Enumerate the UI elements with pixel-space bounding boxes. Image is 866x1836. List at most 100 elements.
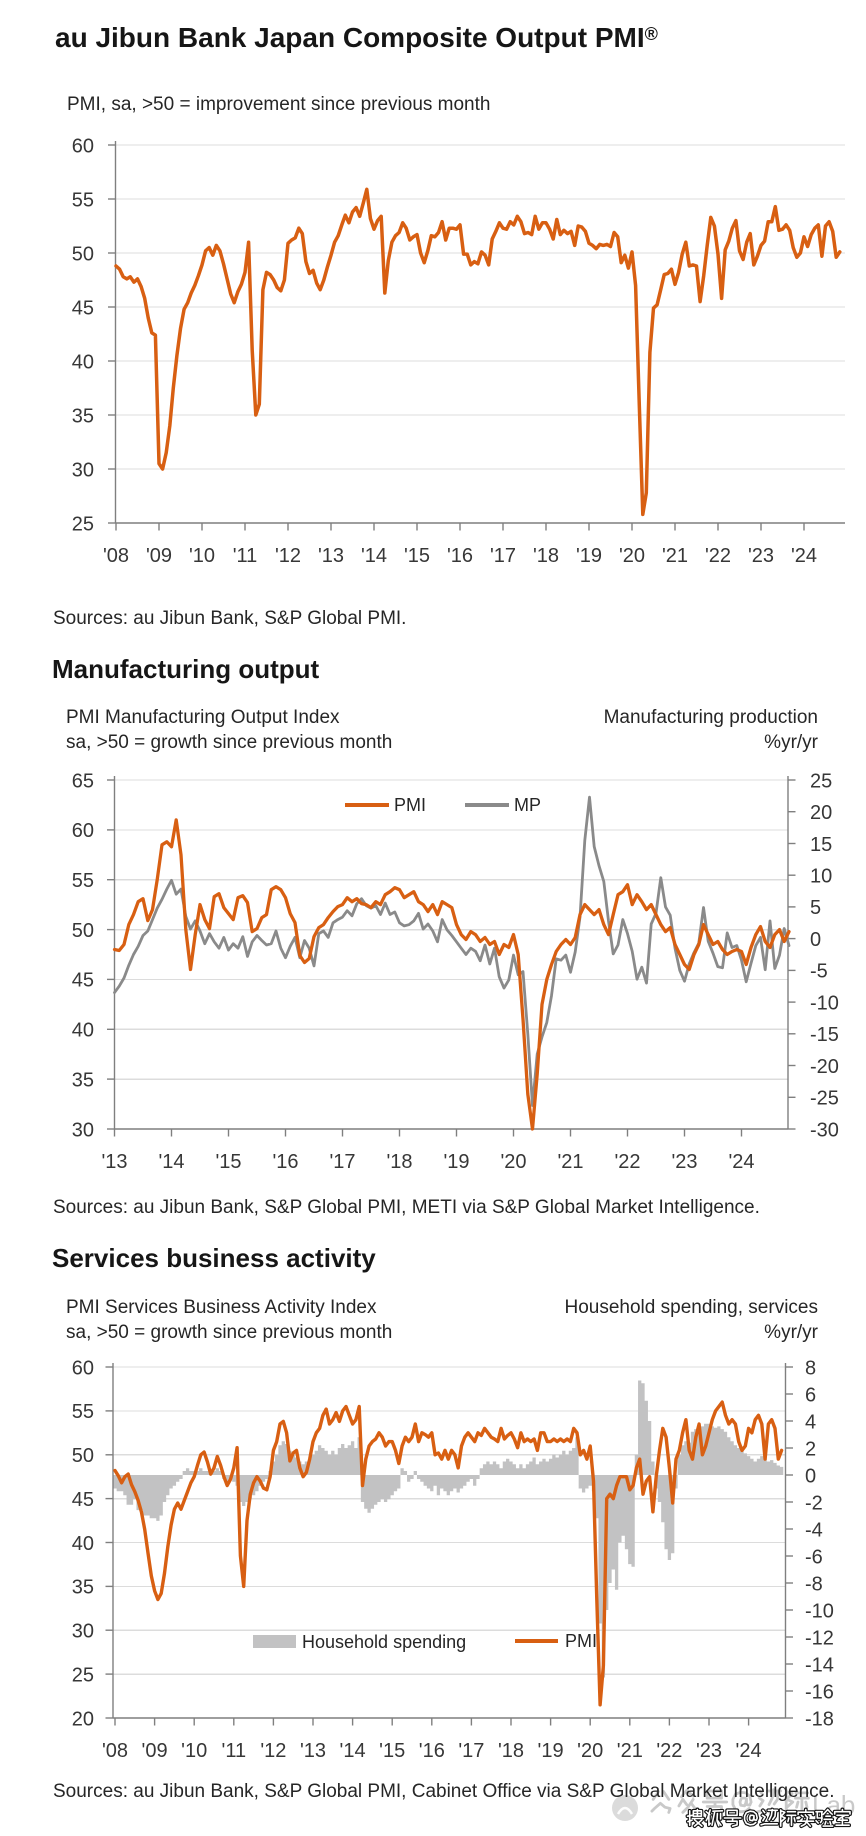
svg-text:40: 40	[72, 1020, 94, 1042]
svg-text:30: 30	[72, 459, 94, 481]
svg-text:'15: '15	[404, 545, 430, 567]
svg-text:-5: -5	[810, 961, 828, 983]
svg-text:'15: '15	[215, 1151, 241, 1173]
svg-text:-4: -4	[805, 1519, 823, 1541]
svg-text:2: 2	[805, 1438, 816, 1460]
svg-text:'24: '24	[791, 545, 817, 567]
svg-text:6: 6	[805, 1384, 816, 1406]
svg-text:10: 10	[810, 866, 832, 888]
svg-text:-25: -25	[810, 1088, 839, 1110]
svg-text:45: 45	[72, 970, 94, 992]
svg-text:'12: '12	[260, 1740, 286, 1762]
svg-text:'18: '18	[498, 1740, 524, 1762]
svg-text:'13: '13	[101, 1151, 127, 1173]
svg-text:'23: '23	[748, 545, 774, 567]
svg-text:-16: -16	[805, 1681, 834, 1703]
svg-text:'21: '21	[662, 545, 688, 567]
svg-text:'21: '21	[557, 1151, 583, 1173]
svg-text:4: 4	[805, 1411, 816, 1433]
svg-text:20: 20	[72, 1708, 94, 1730]
svg-text:'11: '11	[222, 1740, 247, 1762]
svg-text:50: 50	[72, 920, 94, 942]
svg-text:'12: '12	[275, 545, 301, 567]
svg-text:'20: '20	[619, 545, 645, 567]
svg-text:Household spending: Household spending	[302, 1632, 466, 1652]
svg-text:0: 0	[810, 929, 821, 951]
svg-text:'14: '14	[340, 1740, 366, 1762]
svg-text:-18: -18	[805, 1708, 834, 1730]
svg-text:5: 5	[810, 897, 821, 919]
svg-text:8: 8	[805, 1357, 816, 1379]
svg-text:30: 30	[72, 1119, 94, 1141]
svg-text:'22: '22	[614, 1151, 640, 1173]
svg-text:'23: '23	[671, 1151, 697, 1173]
svg-text:'16: '16	[447, 545, 473, 567]
svg-text:'17: '17	[458, 1740, 484, 1762]
svg-text:'13: '13	[300, 1740, 326, 1762]
svg-text:35: 35	[72, 1069, 94, 1091]
svg-text:'14: '14	[361, 545, 387, 567]
svg-text:'19: '19	[576, 545, 602, 567]
svg-text:'24: '24	[736, 1740, 762, 1762]
svg-text:35: 35	[72, 405, 94, 427]
svg-text:55: 55	[72, 189, 94, 211]
svg-text:'15: '15	[379, 1740, 405, 1762]
svg-text:'09: '09	[146, 545, 172, 567]
svg-text:'16: '16	[272, 1151, 298, 1173]
svg-text:'24: '24	[728, 1151, 754, 1173]
svg-text:'19: '19	[443, 1151, 469, 1173]
svg-text:'14: '14	[158, 1151, 184, 1173]
svg-text:30: 30	[72, 1621, 94, 1643]
svg-text:45: 45	[72, 1489, 94, 1511]
svg-text:50: 50	[72, 243, 94, 265]
svg-text:'22: '22	[705, 545, 731, 567]
svg-text:'19: '19	[538, 1740, 564, 1762]
svg-text:'17: '17	[490, 545, 516, 567]
svg-text:45: 45	[72, 297, 94, 319]
svg-text:-12: -12	[805, 1627, 834, 1649]
svg-text:55: 55	[72, 870, 94, 892]
svg-text:'11: '11	[233, 545, 258, 567]
svg-text:60: 60	[72, 1357, 94, 1379]
svg-text:'20: '20	[577, 1740, 603, 1762]
svg-text:'22: '22	[656, 1740, 682, 1762]
svg-text:-6: -6	[805, 1546, 823, 1568]
svg-text:35: 35	[72, 1577, 94, 1599]
svg-text:-14: -14	[805, 1654, 834, 1676]
svg-text:'21: '21	[617, 1740, 643, 1762]
svg-text:'23: '23	[696, 1740, 722, 1762]
svg-text:'10: '10	[181, 1740, 207, 1762]
svg-text:40: 40	[72, 1533, 94, 1555]
svg-text:65: 65	[72, 770, 94, 792]
svg-text:PMI: PMI	[565, 1631, 597, 1651]
svg-text:'08: '08	[102, 1740, 128, 1762]
svg-text:0: 0	[805, 1465, 816, 1487]
svg-text:20: 20	[810, 802, 832, 824]
svg-text:60: 60	[72, 135, 94, 157]
svg-text:'13: '13	[318, 545, 344, 567]
svg-text:-30: -30	[810, 1119, 839, 1141]
svg-text:-8: -8	[805, 1573, 823, 1595]
svg-text:25: 25	[72, 513, 94, 535]
svg-text:MP: MP	[514, 795, 541, 815]
svg-text:'10: '10	[189, 545, 215, 567]
svg-text:'08: '08	[103, 545, 129, 567]
svg-text:-2: -2	[805, 1492, 823, 1514]
svg-text:60: 60	[72, 820, 94, 842]
svg-text:-10: -10	[810, 992, 839, 1014]
svg-text:-10: -10	[805, 1600, 834, 1622]
svg-text:15: 15	[810, 834, 832, 856]
svg-text:'18: '18	[386, 1151, 412, 1173]
svg-text:'17: '17	[329, 1151, 355, 1173]
svg-text:-15: -15	[810, 1024, 839, 1046]
svg-text:-20: -20	[810, 1056, 839, 1078]
svg-text:'16: '16	[419, 1740, 445, 1762]
svg-text:55: 55	[72, 1401, 94, 1423]
svg-text:25: 25	[810, 770, 832, 792]
svg-text:'20: '20	[500, 1151, 526, 1173]
svg-text:PMI: PMI	[394, 795, 426, 815]
svg-text:'09: '09	[142, 1740, 168, 1762]
svg-text:25: 25	[72, 1664, 94, 1686]
svg-text:40: 40	[72, 351, 94, 373]
svg-text:'18: '18	[533, 545, 559, 567]
